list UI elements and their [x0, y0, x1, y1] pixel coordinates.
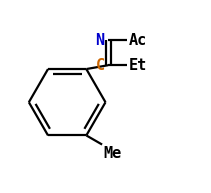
Text: Me: Me: [103, 146, 121, 162]
Text: C: C: [95, 58, 105, 73]
Text: N: N: [95, 33, 105, 48]
Text: Ac: Ac: [129, 33, 147, 48]
Text: Et: Et: [129, 58, 147, 73]
